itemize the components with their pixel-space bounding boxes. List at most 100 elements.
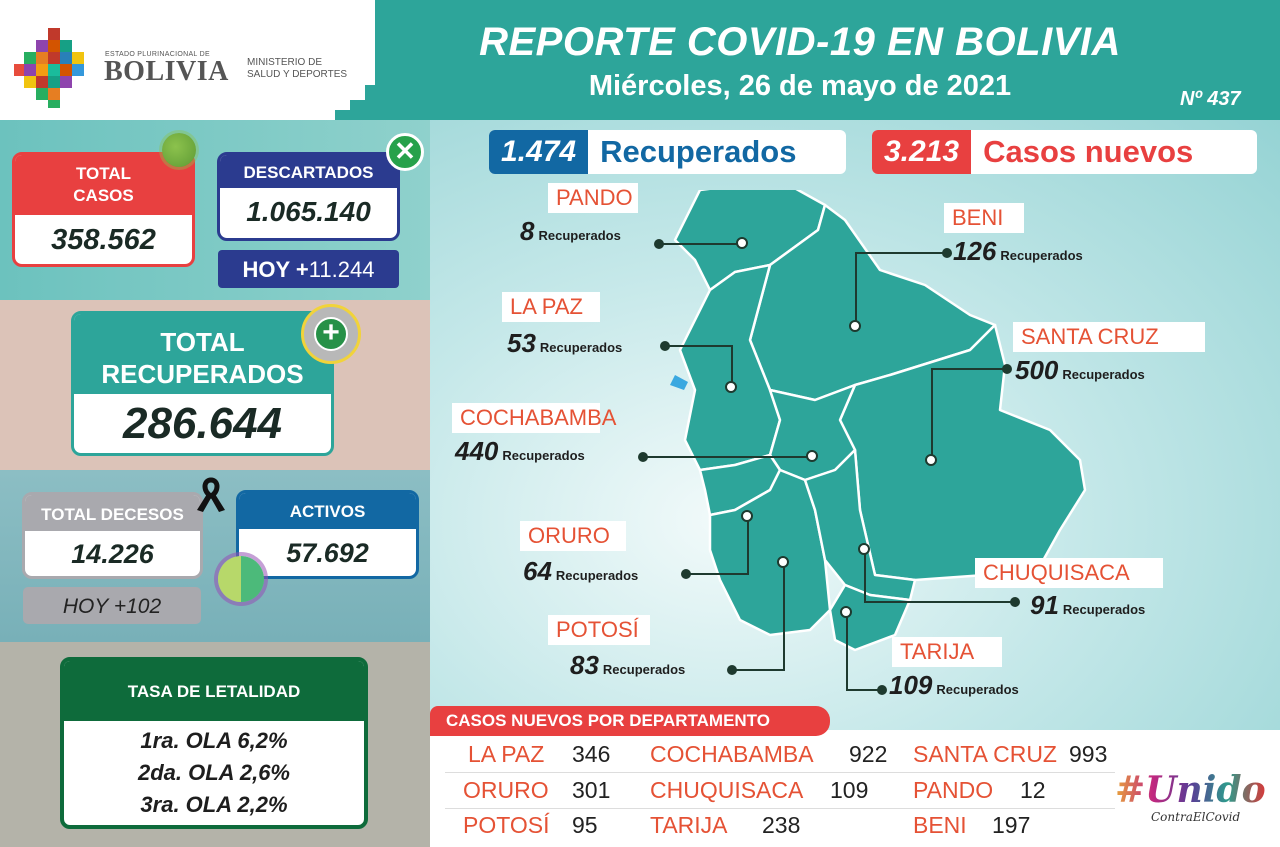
table-dept-name: ORURO <box>463 777 549 803</box>
table-dept-value: 346 <box>572 741 611 767</box>
map-recuperados-oruro: 64 Recuperados <box>523 556 638 587</box>
table-dept-value: 301 <box>572 777 611 803</box>
bolivia-emblem-icon <box>14 28 94 108</box>
close-circle-icon: ✕ <box>386 133 424 171</box>
connector-line <box>783 565 785 671</box>
total-recuperados-label-l1: TOTAL <box>160 327 245 357</box>
virus-icon <box>162 133 196 167</box>
daily-casos-nuevos-pill: 3.213 Casos nuevos <box>872 130 1257 174</box>
ola-row: 3ra. OLA 2,2% <box>140 792 288 817</box>
logo-estado-text: ESTADO PLURINACIONAL DE <box>105 51 210 58</box>
header-logo-area: ESTADO PLURINACIONAL DE BOLIVIA MINISTER… <box>0 0 380 120</box>
connector-line <box>747 520 749 574</box>
ola-row: 2da. OLA 2,6% <box>137 760 290 785</box>
map-pin-santa-cruz <box>925 454 937 466</box>
table-dept-name: BENI <box>913 812 967 838</box>
total-casos-label-l1: TOTAL <box>75 164 132 183</box>
table-dept-value: 95 <box>572 812 598 838</box>
map-pin-chuquisaca <box>858 543 870 555</box>
table-dept-name: CHUQUISACA <box>650 777 804 803</box>
ola-row: 1ra. OLA 6,2% <box>140 728 288 753</box>
map-recuperados-pando: 8 Recuperados <box>520 216 621 247</box>
map-recuperados-la-paz: 53 Recuperados <box>507 328 622 359</box>
table-dept-name: COCHABAMBA <box>650 741 814 767</box>
connector-dot <box>681 569 691 579</box>
map-recuperados-value: 8 <box>520 216 535 246</box>
map-label-potosi: POTOSÍ <box>548 615 650 645</box>
bolivia-map <box>670 190 1087 652</box>
map-recuperados-suffix: Recuperados <box>539 340 623 355</box>
connector-dot <box>660 341 670 351</box>
connector-line <box>666 345 732 347</box>
table-dept-name: SANTA CRUZ <box>913 741 1057 767</box>
campaign-tagline: ContraElCovid <box>1151 810 1241 824</box>
table-row: ORURO 301 CHUQUISACA 109 PANDO 12 <box>445 773 1115 809</box>
map-recuperados-chuquisaca: 91 Recuperados <box>1030 590 1145 621</box>
connector-line <box>733 669 785 671</box>
logo-ministerio-text: MINISTERIO DE SALUD Y DEPORTES <box>247 57 347 81</box>
map-label-tarija: TARIJA <box>892 637 1002 667</box>
connector-dot <box>1002 364 1012 374</box>
lake-titicaca <box>670 375 688 390</box>
ministerio-line-1: MINISTERIO DE <box>247 57 323 68</box>
map-label-oruro: ORURO <box>520 521 626 551</box>
connector-line <box>846 615 848 691</box>
map-label-santa-cruz: SANTA CRUZ <box>1013 322 1205 352</box>
total-casos-label: TOTAL CASOS <box>15 155 192 215</box>
page-title: REPORTE COVID-19 EN BOLIVIA <box>479 20 1121 64</box>
map-recuperados-santa-cruz: 500 Recuperados <box>1015 355 1145 386</box>
table-dept-name: TARIJA <box>650 812 728 838</box>
table-dept-value: 197 <box>992 812 1031 838</box>
map-pin-cochabamba <box>806 450 818 462</box>
map-label-chuquisaca: CHUQUISACA <box>975 558 1163 588</box>
connector-dot <box>877 685 887 695</box>
map-pin-la-paz <box>725 381 737 393</box>
tasa-letalidad-rows: 1ra. OLA 6,2% 2da. OLA 2,6% 3ra. OLA 2,2… <box>64 721 364 821</box>
daily-recuperados-value: 1.474 <box>489 130 589 174</box>
map-recuperados-value: 83 <box>570 650 599 680</box>
map-pin-oruro <box>741 510 753 522</box>
connector-dot <box>942 248 952 258</box>
report-number: Nº 437 <box>1180 88 1241 110</box>
descartados-hoy-value: 11.244 <box>308 257 375 282</box>
map-recuperados-value: 64 <box>523 556 552 586</box>
total-casos-label-l2: CASOS <box>73 186 134 205</box>
connector-line <box>931 368 933 456</box>
map-pin-pando <box>736 237 748 249</box>
logo-bolivia-text: BOLIVIA <box>104 56 229 87</box>
map-recuperados-suffix: Recuperados <box>555 568 639 583</box>
descartados-value: 1.065.140 <box>246 196 371 227</box>
map-recuperados-suffix: Recuperados <box>538 228 621 243</box>
map-recuperados-cochabamba: 440 Recuperados <box>455 436 585 467</box>
map-recuperados-suffix: Recuperados <box>1000 248 1083 263</box>
casos-departamento-title: CASOS NUEVOS POR DEPARTAMENTO <box>430 706 830 736</box>
descartados-label: DESCARTADOS <box>220 155 397 188</box>
total-decesos-card: TOTAL DECESOS 14.226 <box>22 492 203 579</box>
map-recuperados-potosi: 83 Recuperados <box>570 650 685 681</box>
map-region-potosi <box>708 468 832 637</box>
connector-line <box>856 252 944 254</box>
tasa-letalidad-card: TASA DE LETALIDAD 1ra. OLA 6,2% 2da. OLA… <box>60 657 368 829</box>
map-recuperados-value: 109 <box>889 670 933 700</box>
connector-dot <box>727 665 737 675</box>
map-recuperados-tarija: 109 Recuperados <box>889 670 1019 701</box>
table-dept-value: 109 <box>830 777 869 803</box>
connector-line <box>847 689 879 691</box>
map-pin-tarija <box>840 606 852 618</box>
table-row: LA PAZ 346 COCHABAMBA 922 SANTA CRUZ 993 <box>445 737 1115 773</box>
map-label-beni: BENI <box>944 203 1024 233</box>
connector-dot <box>638 452 648 462</box>
activos-value: 57.692 <box>286 538 369 568</box>
virus-icon <box>218 556 264 602</box>
map-recuperados-suffix: Recuperados <box>602 662 686 677</box>
daily-casos-nuevos-value: 3.213 <box>872 130 972 174</box>
connector-line <box>644 456 810 458</box>
activos-label: ACTIVOS <box>239 493 416 529</box>
map-pin-potosi <box>777 556 789 568</box>
map-region-chuquisaca <box>803 448 917 602</box>
connector-line <box>855 252 857 324</box>
casos-departamento-table <box>430 730 1280 847</box>
map-recuperados-beni: 126 Recuperados <box>953 236 1083 267</box>
map-recuperados-value: 500 <box>1015 355 1059 385</box>
map-recuperados-suffix: Recuperados <box>1062 367 1145 382</box>
